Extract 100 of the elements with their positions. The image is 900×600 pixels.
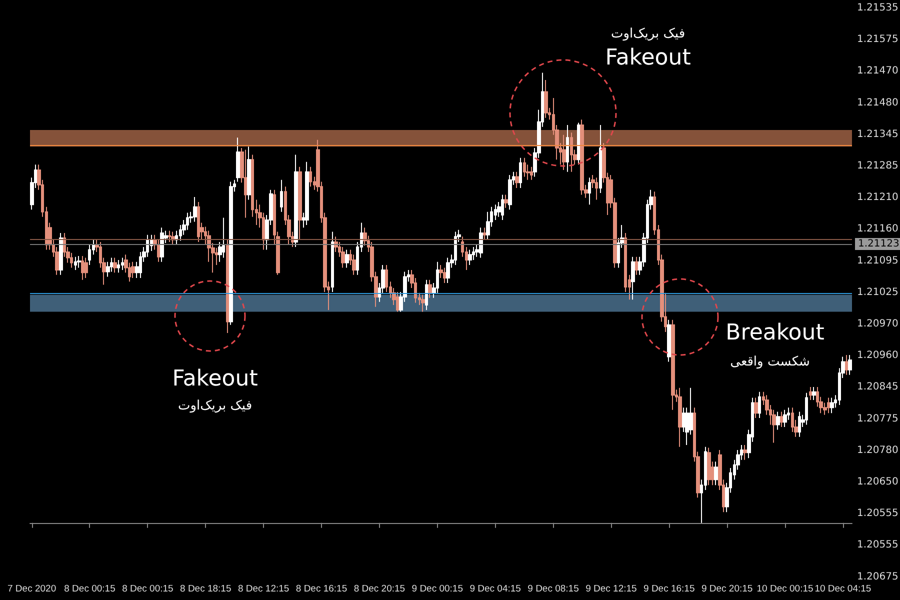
candlestick <box>754 397 758 419</box>
candlestick <box>222 217 225 258</box>
text: 1.20845 <box>857 382 898 393</box>
candlestick <box>809 386 812 401</box>
candlestick <box>113 257 117 274</box>
candlestick <box>631 256 635 300</box>
candlestick <box>523 157 526 178</box>
x-tick-label: 8 Dec 20:15 <box>354 584 406 594</box>
text: 1.21160 <box>857 224 898 235</box>
candlestick <box>798 411 801 438</box>
text: 1.21535 <box>857 2 898 14</box>
text: 1.20675 <box>857 571 898 582</box>
candlestick <box>595 177 598 200</box>
candlestick <box>157 239 160 262</box>
candlestick <box>110 257 113 272</box>
text: 1.20555 <box>857 508 898 520</box>
x-tick-label: 9 Dec 04:15 <box>470 584 521 594</box>
candlestick <box>530 166 533 180</box>
candlestick <box>341 246 345 268</box>
candlestick <box>428 279 432 298</box>
candlestick <box>830 397 834 414</box>
candlestick <box>848 354 852 376</box>
candlestick <box>244 149 247 218</box>
text: 1.20960 <box>857 350 898 362</box>
candlestick <box>743 444 747 460</box>
candlestick <box>81 255 84 280</box>
text: 1.20780 <box>857 444 898 456</box>
candlestick <box>472 246 475 261</box>
x-tick-label: 8 Dec 16:15 <box>296 584 348 594</box>
candlestick <box>226 239 229 334</box>
candlestick <box>515 171 519 189</box>
candlestick <box>577 122 580 166</box>
candlestick <box>179 224 182 242</box>
candlestick <box>570 132 573 172</box>
annotation: شکست واقعی <box>730 354 810 370</box>
candlestick <box>783 409 787 428</box>
candlestick <box>780 411 783 428</box>
text: 1.21095 <box>857 255 898 266</box>
candlestick <box>229 181 233 326</box>
text: 1.21285 <box>857 160 898 172</box>
candlestick <box>84 257 88 279</box>
candlestick <box>305 161 309 226</box>
text: فیک بریک‌اوت <box>610 26 686 42</box>
x-tick-label: 8 Dec 12:15 <box>238 584 290 594</box>
candlestick <box>236 137 240 182</box>
candlestick <box>247 146 251 200</box>
text: 1.21480 <box>857 97 898 108</box>
candlestick <box>812 386 816 401</box>
candlestick <box>580 119 584 196</box>
x-tick-label: 9 Dec 20:15 <box>701 584 753 594</box>
candlestick <box>345 249 349 268</box>
x-tick-label: 8 Dec 00:15 <box>122 584 174 594</box>
candlestick <box>139 251 142 279</box>
candlestick <box>439 264 443 279</box>
x-tick-label: 9 Dec 12:15 <box>586 584 637 594</box>
candlestick <box>396 292 399 312</box>
annotation: فیک بریک‌اوت <box>178 398 252 414</box>
candlestick <box>425 279 428 311</box>
candlestick <box>421 294 425 312</box>
text: 1.21575 <box>857 34 898 46</box>
text: 1.21345 <box>857 128 898 140</box>
candlestick <box>714 461 718 486</box>
candlestick <box>776 411 780 430</box>
candlestick <box>294 154 298 248</box>
text: 1.21025 <box>857 286 898 298</box>
x-tick-label: 10 Dec 04:15 <box>814 584 872 594</box>
annotation: Fakeout <box>172 366 258 392</box>
candlestick <box>805 392 808 426</box>
candlestick <box>707 447 711 486</box>
candlestick <box>88 244 91 266</box>
text: 1.21470 <box>857 66 898 77</box>
x-tick-label: 9 Dec 00:15 <box>412 584 463 594</box>
text: Fakeout <box>605 46 692 70</box>
candlestick <box>59 232 63 276</box>
candlestick <box>519 157 522 189</box>
candlestick <box>298 166 302 240</box>
candlestick <box>193 196 197 222</box>
x-tick-label: 8 Dec 00:15 <box>64 584 116 594</box>
candlestick <box>504 194 508 208</box>
candlestick <box>446 257 450 284</box>
candlestick <box>121 257 124 270</box>
candlestick <box>678 387 682 448</box>
candlestick <box>562 134 566 171</box>
x-tick-label: 8 Dec 18:15 <box>180 584 232 594</box>
candlestick <box>486 211 490 240</box>
candlestick <box>106 261 110 278</box>
candlestick <box>483 227 486 240</box>
text: 1.20650 <box>857 476 898 488</box>
candlestick <box>168 230 171 243</box>
candlestick <box>667 319 671 362</box>
candlestick <box>77 255 81 268</box>
text: 1.20555 <box>857 540 898 551</box>
candlestick <box>131 261 135 279</box>
candlestick <box>508 174 512 210</box>
candlestick <box>479 227 483 258</box>
x-tick-label: 10 Dec 00:15 <box>756 584 814 594</box>
candlestick <box>544 80 548 118</box>
candlestick <box>827 397 830 414</box>
candlestick <box>443 267 446 284</box>
candlestick <box>501 194 504 220</box>
